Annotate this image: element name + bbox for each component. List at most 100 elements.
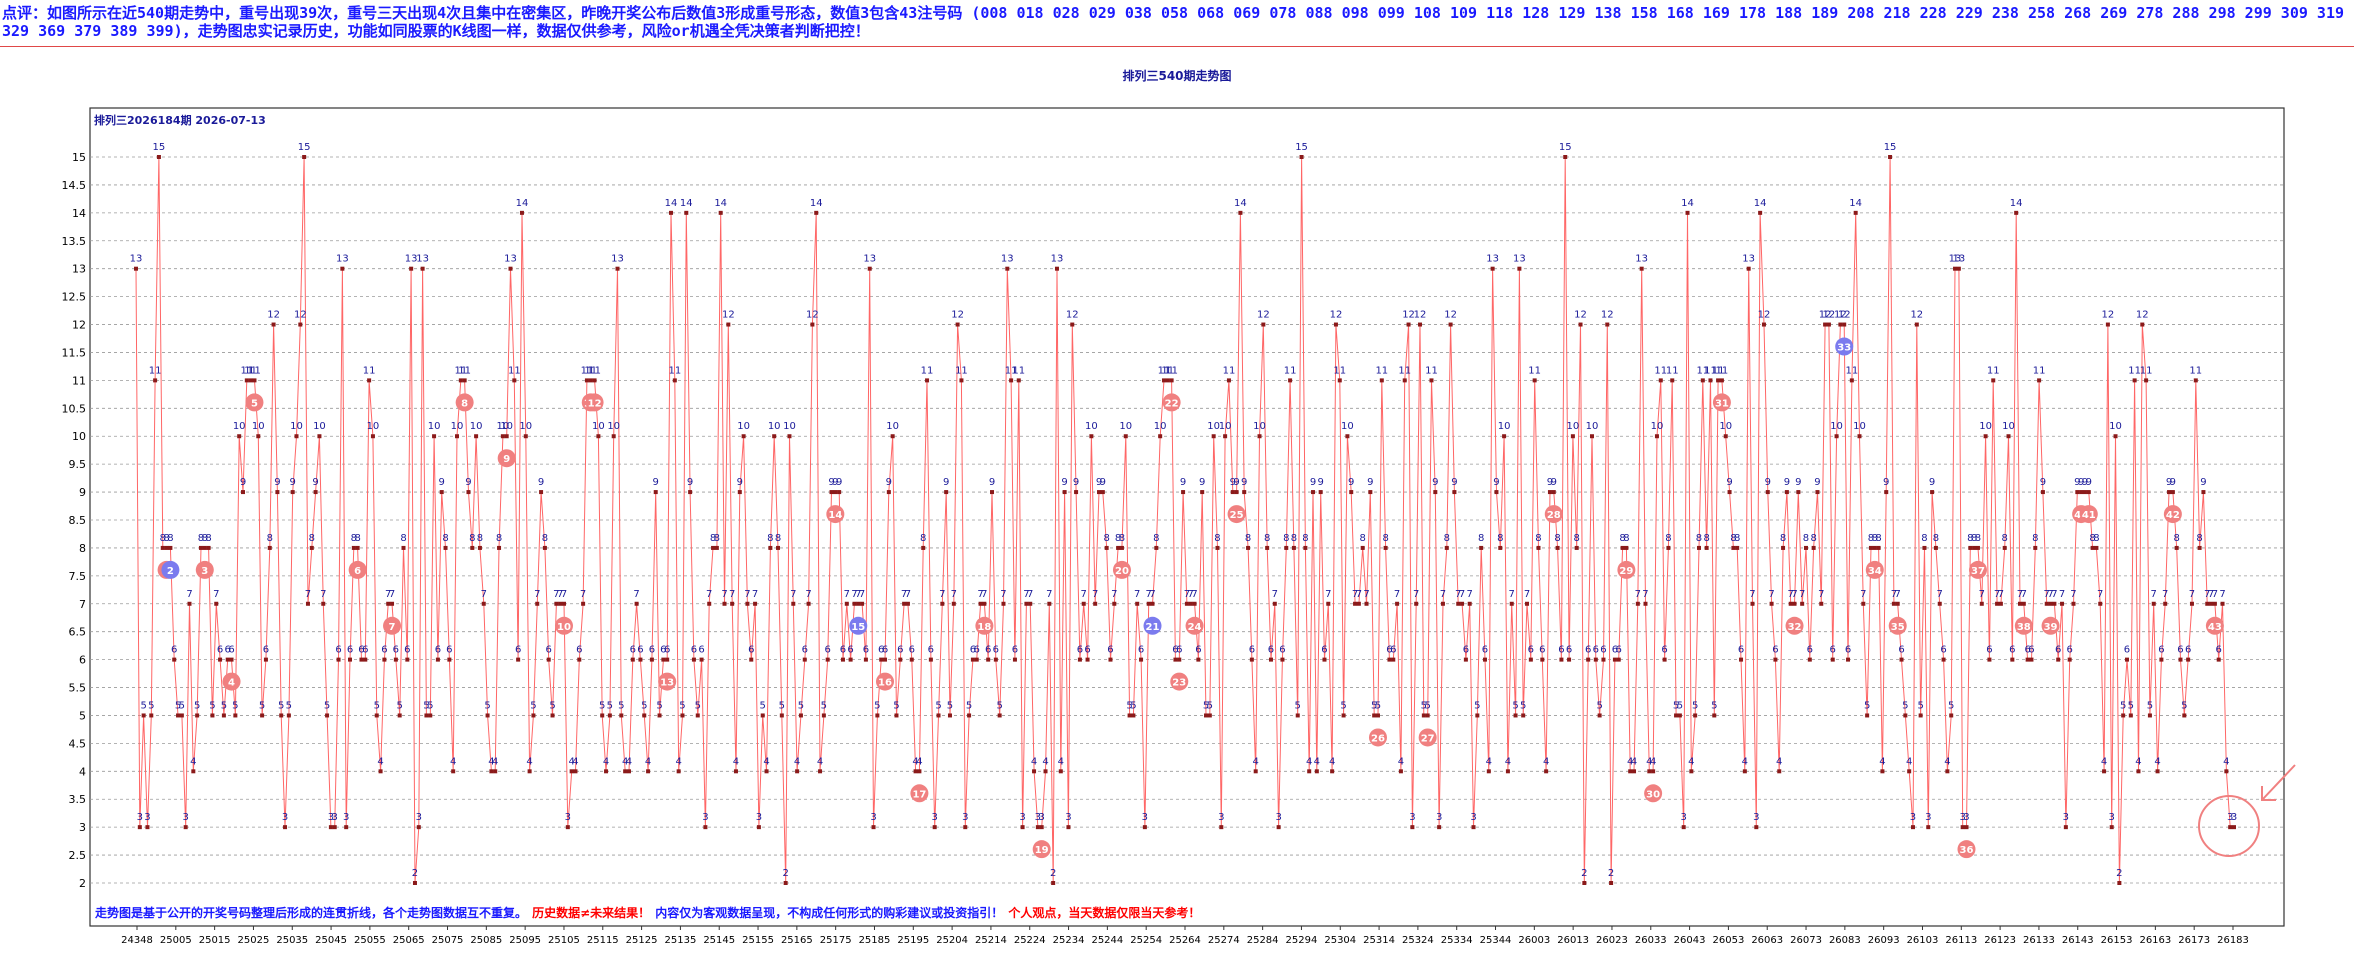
point-value-label: 9 — [312, 477, 318, 488]
point-value-label: 13 — [611, 254, 624, 265]
data-point — [435, 657, 440, 662]
point-value-label: 3 — [144, 812, 150, 823]
point-value-label: 9 — [1883, 477, 1889, 488]
point-value-label: 13 — [1949, 254, 1962, 265]
data-point — [1666, 545, 1671, 550]
point-value-label: 10 — [1341, 421, 1354, 432]
point-value-label: 9 — [2040, 477, 2046, 488]
data-point — [1486, 769, 1491, 774]
point-value-label: 10 — [607, 421, 620, 432]
point-value-label: 6 — [691, 645, 697, 656]
x-tick-label: 25204 — [936, 935, 968, 946]
point-value-label: 7 — [905, 589, 911, 600]
point-value-label: 6 — [1321, 645, 1327, 656]
point-value-label: 7 — [1979, 589, 1985, 600]
point-value-label: 7 — [2097, 589, 2103, 600]
data-point — [1035, 825, 1040, 830]
data-point — [1735, 545, 1740, 550]
data-point — [1234, 490, 1239, 495]
data-point — [218, 657, 223, 662]
data-point — [1521, 713, 1526, 718]
point-value-label: 2 — [1050, 868, 1056, 879]
data-point — [1410, 825, 1415, 830]
data-point — [1750, 601, 1755, 606]
point-value-label: 6 — [993, 645, 999, 656]
data-point — [1842, 322, 1847, 327]
repeat-marker — [1143, 616, 1162, 635]
data-point — [1502, 434, 1507, 439]
data-point — [1739, 657, 1744, 662]
point-value-label: 7 — [2059, 589, 2065, 600]
point-value-label: 6 — [1585, 645, 1591, 656]
data-point — [1028, 601, 1033, 606]
data-point — [584, 378, 589, 383]
point-value-label: 7 — [1895, 589, 1901, 600]
repeat-marker — [585, 393, 604, 412]
point-value-label: 11 — [1654, 365, 1667, 376]
data-point — [1108, 657, 1113, 662]
data-point — [565, 825, 570, 830]
point-value-label: 7 — [844, 589, 850, 600]
point-value-label: 7 — [1081, 589, 1087, 600]
point-value-label: 8 — [1696, 533, 1702, 544]
repeat-marker-number: 4 — [228, 678, 235, 689]
data-point — [393, 657, 398, 662]
point-value-label: 9 — [1096, 477, 1102, 488]
data-point — [703, 825, 708, 830]
data-point — [1314, 769, 1319, 774]
data-point — [428, 713, 433, 718]
point-value-label: 10 — [428, 421, 441, 432]
data-point — [1570, 434, 1575, 439]
point-value-label: 15 — [1559, 142, 1572, 153]
data-point — [2082, 490, 2087, 495]
repeat-marker — [195, 560, 214, 579]
data-point — [1826, 322, 1831, 327]
point-value-label: 9 — [1348, 477, 1354, 488]
point-value-label: 5 — [1677, 700, 1683, 711]
data-point — [902, 601, 907, 606]
point-value-label: 10 — [1651, 421, 1664, 432]
data-point — [1158, 434, 1163, 439]
data-point — [1754, 825, 1759, 830]
data-point — [1188, 601, 1193, 606]
point-value-label: 7 — [1455, 589, 1461, 600]
point-value-label: 5 — [423, 700, 429, 711]
data-point — [1165, 378, 1170, 383]
data-point — [642, 713, 647, 718]
y-tick-label: 14.5 — [62, 179, 87, 192]
point-value-label: 6 — [1661, 645, 1667, 656]
data-point — [684, 210, 689, 215]
point-value-label: 6 — [2124, 645, 2130, 656]
data-point — [1288, 378, 1293, 383]
point-value-label: 9 — [1317, 477, 1323, 488]
point-value-label: 9 — [1726, 477, 1732, 488]
data-point — [1727, 490, 1732, 495]
point-value-label: 2 — [1608, 868, 1614, 879]
point-value-label: 6 — [649, 645, 655, 656]
data-point — [474, 434, 479, 439]
point-value-label: 14 — [810, 198, 823, 209]
data-point — [305, 601, 310, 606]
data-point — [1085, 657, 1090, 662]
data-point — [237, 434, 242, 439]
point-value-label: 7 — [752, 589, 758, 600]
data-point — [623, 769, 628, 774]
data-point — [1635, 601, 1640, 606]
data-point — [833, 490, 838, 495]
point-value-label: 6 — [1772, 645, 1778, 656]
point-value-label: 5 — [607, 700, 613, 711]
point-value-label: 4 — [1742, 756, 1748, 767]
data-point — [2052, 601, 2057, 606]
data-point — [267, 545, 272, 550]
point-value-label: 13 — [130, 254, 143, 265]
point-value-label: 9 — [1795, 477, 1801, 488]
data-point — [1414, 601, 1419, 606]
point-value-label: 3 — [702, 812, 708, 823]
point-value-label: 7 — [1352, 589, 1358, 600]
data-point — [1444, 545, 1449, 550]
point-value-label: 6 — [2055, 645, 2061, 656]
data-point — [695, 713, 700, 718]
data-point — [283, 825, 288, 830]
repeat-marker — [2205, 616, 2224, 635]
data-point — [871, 825, 876, 830]
